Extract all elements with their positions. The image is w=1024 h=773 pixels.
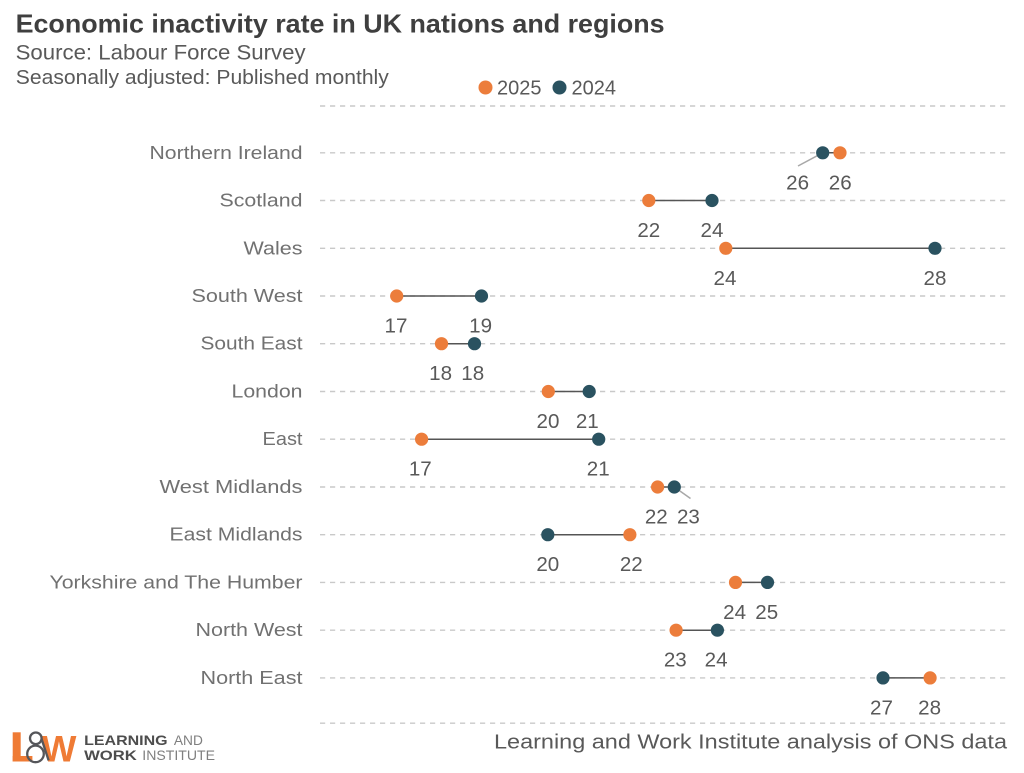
- svg-text:AND: AND: [174, 732, 203, 748]
- svg-text:18: 18: [429, 362, 452, 385]
- svg-text:Wales: Wales: [244, 238, 303, 258]
- svg-text:W: W: [42, 728, 77, 769]
- svg-text:Scotland: Scotland: [220, 191, 303, 211]
- svg-text:Learning and Work Institute an: Learning and Work Institute analysis of …: [494, 732, 1008, 754]
- svg-text:East Midlands: East Midlands: [170, 525, 303, 545]
- svg-text:22: 22: [637, 219, 660, 242]
- svg-text:West Midlands: West Midlands: [160, 477, 303, 497]
- svg-text:19: 19: [469, 315, 492, 338]
- svg-text:17: 17: [385, 315, 408, 338]
- svg-text:23: 23: [664, 649, 687, 672]
- svg-text:WORK: WORK: [84, 747, 137, 763]
- svg-text:North West: North West: [196, 620, 303, 640]
- svg-text:20: 20: [536, 553, 559, 576]
- svg-text:22: 22: [645, 506, 668, 529]
- svg-text:23: 23: [677, 506, 700, 529]
- svg-text:28: 28: [918, 696, 941, 719]
- svg-text:2024: 2024: [572, 78, 617, 100]
- svg-text:North East: North East: [201, 668, 303, 688]
- svg-text:28: 28: [924, 267, 947, 290]
- svg-text:Seasonally adjusted: Published: Seasonally adjusted: Published monthly: [16, 67, 389, 89]
- svg-text:London: London: [232, 382, 303, 402]
- svg-text:24: 24: [723, 601, 746, 624]
- svg-text:24: 24: [705, 649, 728, 672]
- svg-text:27: 27: [870, 696, 893, 719]
- svg-text:South West: South West: [192, 286, 303, 306]
- svg-text:26: 26: [786, 171, 809, 194]
- svg-text:Northern Ireland: Northern Ireland: [150, 143, 303, 163]
- svg-text:21: 21: [587, 458, 610, 481]
- svg-text:INSTITUTE: INSTITUTE: [142, 747, 215, 763]
- svg-text:21: 21: [576, 410, 599, 433]
- svg-text:Yorkshire and The Humber: Yorkshire and The Humber: [50, 572, 303, 592]
- svg-text:Economic inactivity rate in UK: Economic inactivity rate in UK nations a…: [16, 9, 665, 39]
- svg-text:South East: South East: [201, 334, 303, 354]
- svg-text:17: 17: [409, 458, 432, 481]
- svg-text:24: 24: [701, 219, 724, 242]
- svg-text:Source: Labour Force Survey: Source: Labour Force Survey: [16, 42, 307, 65]
- svg-text:2025: 2025: [497, 78, 542, 100]
- svg-text:20: 20: [537, 410, 560, 433]
- svg-text:22: 22: [620, 553, 643, 576]
- svg-text:25: 25: [755, 601, 778, 624]
- svg-text:26: 26: [829, 171, 852, 194]
- svg-text:East: East: [263, 429, 303, 449]
- svg-text:24: 24: [714, 267, 737, 290]
- svg-text:LEARNING: LEARNING: [84, 732, 168, 748]
- svg-text:18: 18: [461, 362, 484, 385]
